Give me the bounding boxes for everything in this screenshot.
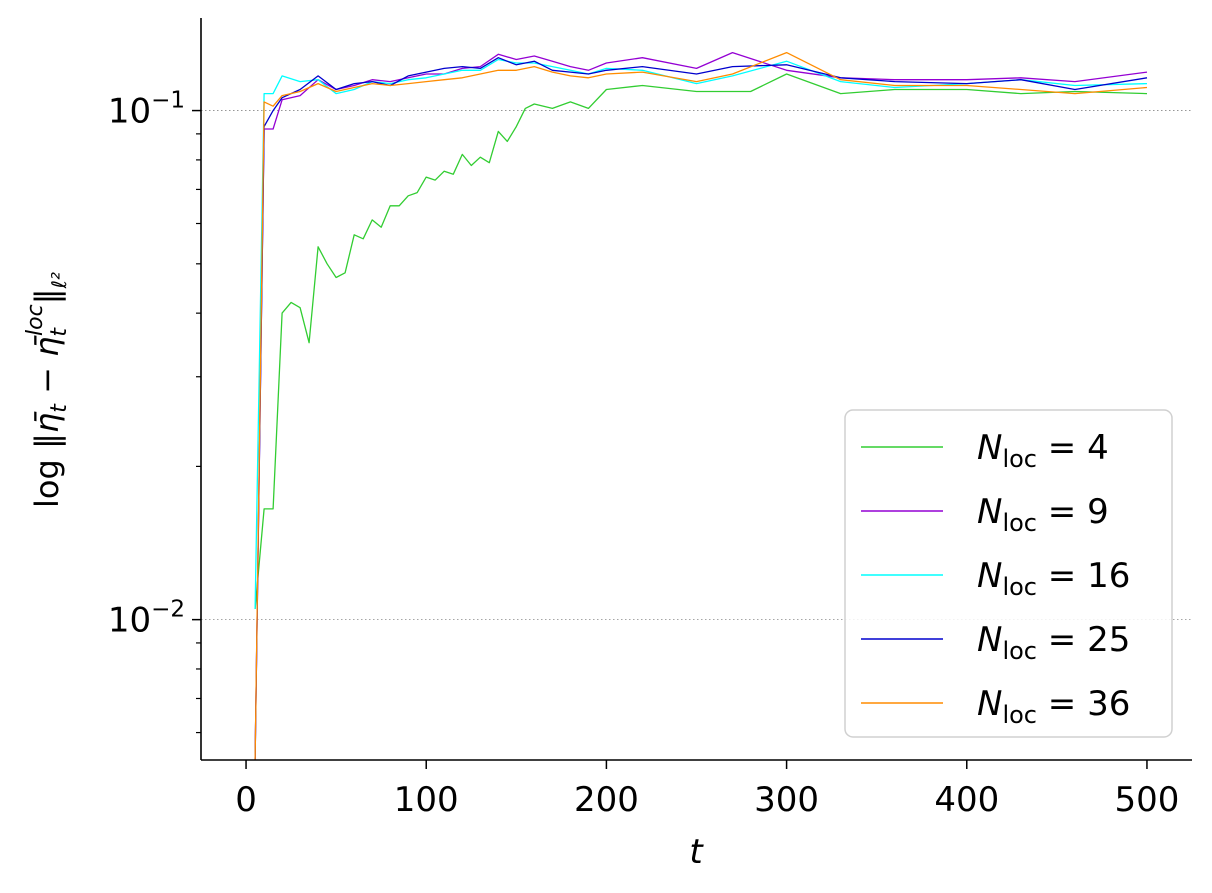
series-layer [254, 51, 1148, 761]
x-axis-label: t [689, 832, 704, 872]
y-ticks: 10−1 10−2 [108, 88, 201, 734]
legend-frame [844, 409, 1173, 738]
axes-layer [200, 18, 1192, 761]
series-line-4 [254, 51, 1148, 761]
y-axis-label: log ‖η̄t − η̄tloc‖ℓ² [23, 272, 72, 508]
legend-label-1: Nloc = 9 [977, 492, 1109, 537]
legend-items: Nloc = 4 Nloc = 9 Nloc = 16 Nloc = 25 Nloc =… [861, 428, 1130, 729]
legend-label-4: Nloc = 36 [977, 684, 1130, 729]
y-tick-label: 10−1 [108, 88, 185, 132]
y-tick-label: 10−2 [108, 597, 185, 641]
x-tick-label: 300 [754, 780, 819, 820]
x-tick-label: 0 [235, 780, 257, 820]
legend-label-2: Nloc = 16 [977, 556, 1130, 601]
legend: Nloc = 4 Nloc = 9 Nloc = 16 Nloc = 25 Nloc =… [844, 409, 1173, 738]
x-tick-label: 400 [934, 780, 999, 820]
legend-label-0: Nloc = 4 [977, 428, 1109, 473]
legend-label-3: Nloc = 25 [977, 620, 1130, 665]
x-tick-label: 200 [574, 780, 639, 820]
x-ticks: 0 100 200 300 400 500 [235, 760, 1179, 820]
grid-layer [201, 110, 1192, 621]
x-tick-label: 500 [1115, 780, 1180, 820]
series-line-0 [254, 73, 1148, 609]
x-tick-label: 100 [394, 780, 459, 820]
